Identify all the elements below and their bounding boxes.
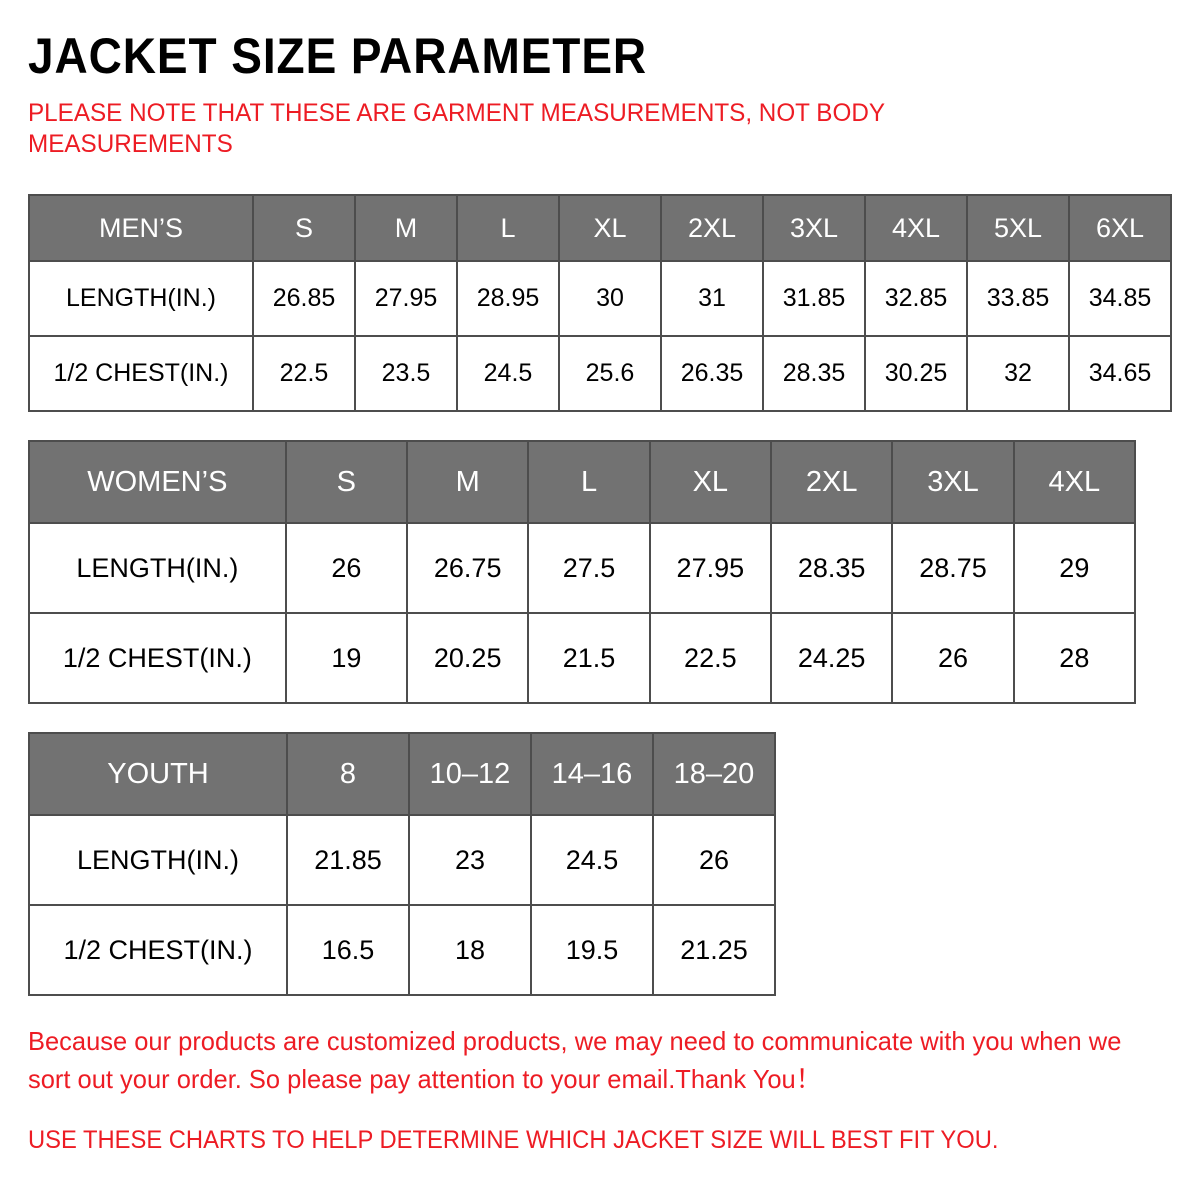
womens-chest-4xl: 28 — [1012, 612, 1137, 704]
customization-note: Because our products are customized prod… — [28, 1026, 1122, 1094]
table-row: LENGTH(IN.) 21.85 23 24.5 26 — [28, 814, 776, 906]
womens-size-header-l: L — [527, 440, 651, 524]
mens-length-2xl: 31 — [660, 260, 764, 337]
mens-size-header-m: M — [354, 194, 458, 262]
mens-size-table: MEN’S S M L XL 2XL 3XL 4XL 5XL 6XL LENGT… — [28, 194, 1172, 412]
womens-size-header-3xl: 3XL — [891, 440, 1015, 524]
mens-chest-6xl: 34.65 — [1068, 335, 1172, 412]
mens-chest-4xl: 30.25 — [864, 335, 968, 412]
table-row: LENGTH(IN.) 26 26.75 27.5 27.95 28.35 28… — [28, 522, 1137, 614]
mens-size-header-xl: XL — [558, 194, 662, 262]
womens-chest-s: 19 — [284, 612, 409, 704]
womens-length-3xl: 28.75 — [891, 522, 1015, 614]
womens-length-s: 26 — [284, 522, 409, 614]
womens-chest-xl: 22.5 — [648, 612, 773, 704]
youth-chest-14-16: 19.5 — [530, 904, 654, 996]
mens-size-header-s: S — [252, 194, 356, 262]
womens-size-header-m: M — [406, 440, 530, 524]
table-row: 1/2 CHEST(IN.) 19 20.25 21.5 22.5 24.25 … — [28, 612, 1137, 704]
usage-note: USE THESE CHARTS TO HELP DETERMINE WHICH… — [28, 1126, 999, 1154]
youth-size-table: YOUTH 8 10–12 14–16 18–20 LENGTH(IN.) 21… — [28, 732, 776, 996]
womens-chest-3xl: 26 — [891, 612, 1015, 704]
mens-table-body: LENGTH(IN.) 26.85 27.95 28.95 30 31 31.8… — [28, 260, 1172, 412]
youth-chest-10-12: 18 — [408, 904, 532, 996]
womens-length-label: LENGTH(IN.) — [28, 522, 287, 614]
youth-size-header-14-16: 14–16 — [530, 732, 654, 816]
youth-chest-18-20: 21.25 — [652, 904, 776, 996]
womens-size-header-2xl: 2XL — [769, 440, 894, 524]
footer-notes: Because our products are customized prod… — [28, 996, 1172, 1156]
youth-chest-8: 16.5 — [286, 904, 410, 996]
mens-length-l: 28.95 — [456, 260, 560, 337]
mens-length-6xl: 34.85 — [1068, 260, 1172, 337]
mens-length-xl: 30 — [558, 260, 662, 337]
womens-table-title-cell: WOMEN’S — [28, 440, 287, 524]
mens-size-header-3xl: 3XL — [762, 194, 866, 262]
youth-length-18-20: 26 — [652, 814, 776, 906]
mens-chest-s: 22.5 — [252, 335, 356, 412]
mens-header-row: MEN’S S M L XL 2XL 3XL 4XL 5XL 6XL — [28, 194, 1172, 262]
mens-size-header-5xl: 5XL — [966, 194, 1070, 262]
mens-length-m: 27.95 — [354, 260, 458, 337]
mens-size-header-6xl: 6XL — [1068, 194, 1172, 262]
mens-chest-label: 1/2 CHEST(IN.) — [28, 335, 254, 412]
mens-size-header-4xl: 4XL — [864, 194, 968, 262]
womens-table-head: WOMEN’S S M L XL 2XL 3XL 4XL — [28, 440, 1137, 524]
youth-length-14-16: 24.5 — [530, 814, 654, 906]
mens-chest-xl: 25.6 — [558, 335, 662, 412]
mens-length-s: 26.85 — [252, 260, 356, 337]
womens-size-header-s: S — [284, 440, 409, 524]
youth-length-10-12: 23 — [408, 814, 532, 906]
youth-size-header-18-20: 18–20 — [652, 732, 776, 816]
mens-chest-5xl: 32 — [966, 335, 1070, 412]
mens-table-head: MEN’S S M L XL 2XL 3XL 4XL 5XL 6XL — [28, 194, 1172, 262]
womens-length-xl: 27.95 — [648, 522, 773, 614]
womens-size-header-4xl: 4XL — [1012, 440, 1137, 524]
youth-size-header-8: 8 — [286, 732, 410, 816]
womens-chest-label: 1/2 CHEST(IN.) — [28, 612, 287, 704]
womens-chest-2xl: 24.25 — [769, 612, 894, 704]
womens-table-body: LENGTH(IN.) 26 26.75 27.5 27.95 28.35 28… — [28, 522, 1137, 704]
youth-table-title-cell: YOUTH — [28, 732, 288, 816]
womens-size-table: WOMEN’S S M L XL 2XL 3XL 4XL LENGTH(IN.)… — [28, 440, 1137, 704]
mens-size-header-2xl: 2XL — [660, 194, 764, 262]
mens-table-title-cell: MEN’S — [28, 194, 254, 262]
mens-chest-l: 24.5 — [456, 335, 560, 412]
mens-size-header-l: L — [456, 194, 560, 262]
youth-table-body: LENGTH(IN.) 21.85 23 24.5 26 1/2 CHEST(I… — [28, 814, 776, 996]
womens-length-l: 27.5 — [527, 522, 651, 614]
youth-table-head: YOUTH 8 10–12 14–16 18–20 — [28, 732, 776, 816]
mens-chest-m: 23.5 — [354, 335, 458, 412]
mens-length-5xl: 33.85 — [966, 260, 1070, 337]
womens-length-4xl: 29 — [1012, 522, 1137, 614]
womens-chest-l: 21.5 — [527, 612, 651, 704]
womens-length-m: 26.75 — [406, 522, 530, 614]
youth-length-8: 21.85 — [286, 814, 410, 906]
mens-chest-3xl: 28.35 — [762, 335, 866, 412]
youth-length-label: LENGTH(IN.) — [28, 814, 288, 906]
page-title: JACKET SIZE PARAMETER — [28, 28, 648, 84]
womens-size-header-xl: XL — [648, 440, 773, 524]
measurement-disclaimer: PLEASE NOTE THAT THESE ARE GARMENT MEASU… — [28, 99, 885, 158]
womens-length-2xl: 28.35 — [769, 522, 894, 614]
womens-chest-m: 20.25 — [406, 612, 530, 704]
youth-size-header-10-12: 10–12 — [408, 732, 532, 816]
youth-header-row: YOUTH 8 10–12 14–16 18–20 — [28, 732, 776, 816]
womens-header-row: WOMEN’S S M L XL 2XL 3XL 4XL — [28, 440, 1137, 524]
mens-length-4xl: 32.85 — [864, 260, 968, 337]
youth-chest-label: 1/2 CHEST(IN.) — [28, 904, 288, 996]
mens-length-3xl: 31.85 — [762, 260, 866, 337]
mens-length-label: LENGTH(IN.) — [28, 260, 254, 337]
table-row: 1/2 CHEST(IN.) 22.5 23.5 24.5 25.6 26.35… — [28, 335, 1172, 412]
table-row: LENGTH(IN.) 26.85 27.95 28.95 30 31 31.8… — [28, 260, 1172, 337]
mens-chest-2xl: 26.35 — [660, 335, 764, 412]
table-row: 1/2 CHEST(IN.) 16.5 18 19.5 21.25 — [28, 904, 776, 996]
